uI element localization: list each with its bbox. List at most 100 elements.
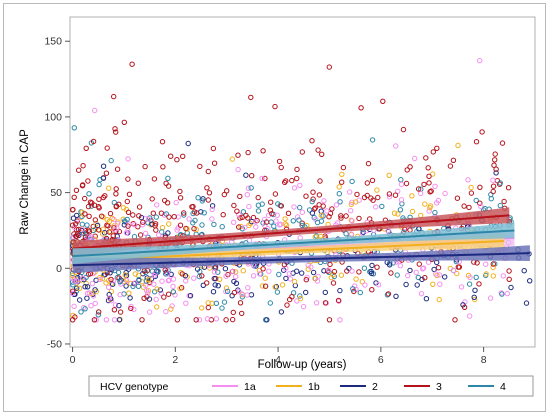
point-series-3 [111,307,118,313]
point-series-4 [165,175,171,182]
point-series-1b [318,212,325,219]
legend-items: 1a 1b 2 3 4 [212,381,506,393]
point-series-1a [183,300,189,306]
point-series-1b [490,264,496,271]
point-series-1b [430,281,436,287]
point-series-3 [492,157,498,163]
point-series-4 [153,214,160,220]
point-series-2 [165,230,171,236]
point-series-3 [490,188,496,195]
point-series-3 [230,316,236,323]
point-series-1b [279,282,286,288]
point-series-4 [86,191,92,197]
point-series-1a [89,280,96,287]
point-series-3 [210,145,217,152]
point-series-2 [194,266,201,272]
point-series-1a [123,230,130,236]
point-series-3 [422,275,428,281]
point-series-3 [83,145,89,152]
point-series-3 [76,167,82,173]
point-series-1a [395,188,401,195]
point-series-2 [527,278,533,284]
point-series-4 [111,199,118,206]
point-series-4 [199,198,206,204]
point-series-1a [297,182,303,189]
point-series-2 [303,289,309,296]
point-series-3 [456,264,463,270]
point-series-4 [124,216,130,223]
point-series-1a [437,281,443,287]
point-series-3 [72,221,79,227]
plot-area [69,16,536,348]
point-series-1a [300,303,307,310]
point-series-1a [245,285,251,291]
point-series-3 [428,188,434,194]
point-series-3 [141,295,147,301]
point-series-1a [132,280,138,286]
point-series-3 [237,300,244,306]
point-series-3 [86,213,92,220]
point-series-1a [286,271,292,277]
point-series-3 [490,261,496,267]
point-series-3 [177,195,184,201]
point-series-3 [174,157,180,163]
point-series-3 [374,264,380,270]
y-tick-label-0: -50 [47,338,62,350]
point-series-4 [350,286,356,292]
x-tick-label-1: 2 [172,354,178,366]
point-series-3 [375,194,381,201]
point-series-1a [504,290,510,297]
point-series-3 [237,193,243,200]
point-series-1a [97,276,104,283]
point-series-1a [245,185,252,192]
point-series-1a [246,203,252,210]
point-series-3 [162,267,168,273]
point-series-1a [132,222,138,228]
point-series-3 [136,213,142,219]
point-series-1a [450,267,457,274]
point-series-3 [365,160,372,167]
point-series-3 [91,317,98,323]
point-series-1b [282,221,289,227]
point-series-3 [142,163,148,170]
point-series-3 [85,178,91,184]
point-series-1a [418,190,424,197]
point-series-3 [75,226,82,233]
point-series-3 [260,266,266,272]
point-series-1b [100,231,106,237]
point-series-3 [294,175,300,182]
point-series-1a [93,317,99,323]
point-series-3 [490,183,497,189]
point-series-4 [170,289,177,295]
point-series-3 [385,291,392,297]
point-series-3 [407,164,413,170]
point-series-4 [349,178,355,185]
point-series-1a [92,107,98,114]
point-series-4 [297,204,303,211]
point-series-2 [123,270,129,276]
point-series-3 [400,126,407,133]
point-series-3 [425,165,431,171]
point-series-2 [123,283,129,289]
fit-line-3 [72,214,510,250]
point-series-1a [252,219,259,225]
point-series-3 [299,220,305,226]
legend-label-2: 2 [372,381,378,393]
point-series-3 [343,213,349,219]
x-axis-title: Follow-up (years) [258,359,347,371]
point-series-1a [191,275,197,281]
y-tick-label-1: 0 [56,263,62,275]
point-series-2 [472,287,478,293]
point-series-1a [88,303,94,309]
point-series-3 [99,213,105,219]
point-series-4 [336,191,342,197]
point-series-3 [231,289,238,296]
point-series-3 [177,222,184,228]
point-series-3 [79,183,86,189]
point-series-1a [347,208,354,214]
point-series-1a [233,274,239,280]
axes: 0 2 4 6 8 -50 0 50 100 150 [44,36,486,366]
point-series-1a [291,185,298,191]
legend: HCV genotype 1a 1b 2 3 4 [88,375,534,397]
point-series-1a [253,224,259,230]
